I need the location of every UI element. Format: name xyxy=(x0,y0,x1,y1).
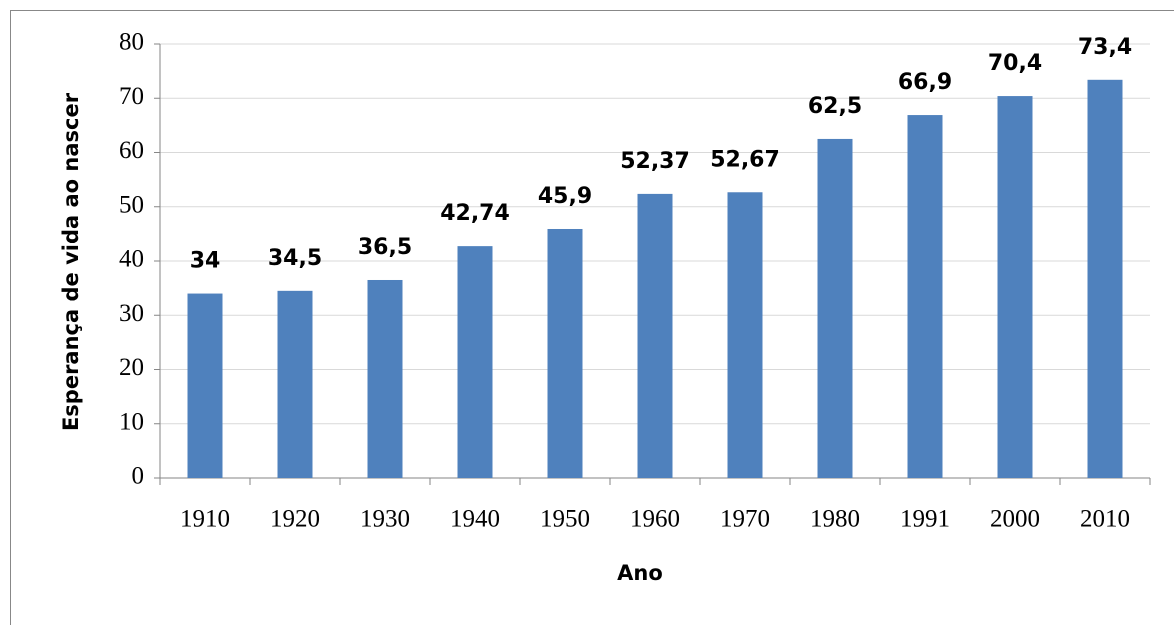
data-label: 52,37 xyxy=(620,149,690,174)
y-tick-label: 60 xyxy=(119,137,144,164)
bar xyxy=(367,279,403,478)
x-tick-label: 1950 xyxy=(540,506,590,533)
bar xyxy=(187,293,223,478)
y-tick-label: 40 xyxy=(119,246,144,273)
bar xyxy=(637,193,673,478)
bar xyxy=(547,228,583,478)
data-label: 45,9 xyxy=(538,184,592,209)
x-tick-label: 1910 xyxy=(180,506,230,533)
data-label: 70,4 xyxy=(988,51,1042,76)
data-label: 66,9 xyxy=(898,70,952,95)
y-tick-label: 70 xyxy=(119,83,144,110)
x-axis-title: Ano xyxy=(617,561,663,585)
data-label: 73,4 xyxy=(1078,35,1132,60)
bar xyxy=(817,138,853,478)
bar xyxy=(277,290,313,478)
y-tick-label: 30 xyxy=(119,300,144,327)
data-label: 62,5 xyxy=(808,94,862,119)
y-tick-label: 0 xyxy=(132,463,145,490)
bar xyxy=(1087,79,1123,479)
x-tick-label: 1980 xyxy=(810,506,860,533)
data-label: 52,67 xyxy=(710,147,780,172)
bar xyxy=(907,115,943,478)
x-tick-label: 1960 xyxy=(630,506,680,533)
data-label: 36,5 xyxy=(358,235,412,260)
y-tick-label: 20 xyxy=(119,354,144,381)
x-tick-label: 1940 xyxy=(450,506,500,533)
bar xyxy=(727,192,763,478)
x-tick-label: 1920 xyxy=(270,506,320,533)
x-tick-label: 2000 xyxy=(990,506,1040,533)
bar xyxy=(997,96,1033,478)
x-tick-label: 2010 xyxy=(1080,506,1130,533)
data-label: 34 xyxy=(190,249,221,274)
chart-border xyxy=(10,10,1174,625)
y-axis-title: Esperança de vida ao nascer xyxy=(59,92,83,431)
y-tick-label: 50 xyxy=(119,191,144,218)
x-tick-label: 1930 xyxy=(360,506,410,533)
data-label: 42,74 xyxy=(440,201,510,226)
y-tick-label: 10 xyxy=(119,408,144,435)
bar xyxy=(457,246,493,478)
x-tick-label: 1991 xyxy=(900,506,950,533)
data-label: 34,5 xyxy=(268,246,322,271)
x-tick-label: 1970 xyxy=(720,506,770,533)
y-tick-label: 80 xyxy=(119,29,144,56)
